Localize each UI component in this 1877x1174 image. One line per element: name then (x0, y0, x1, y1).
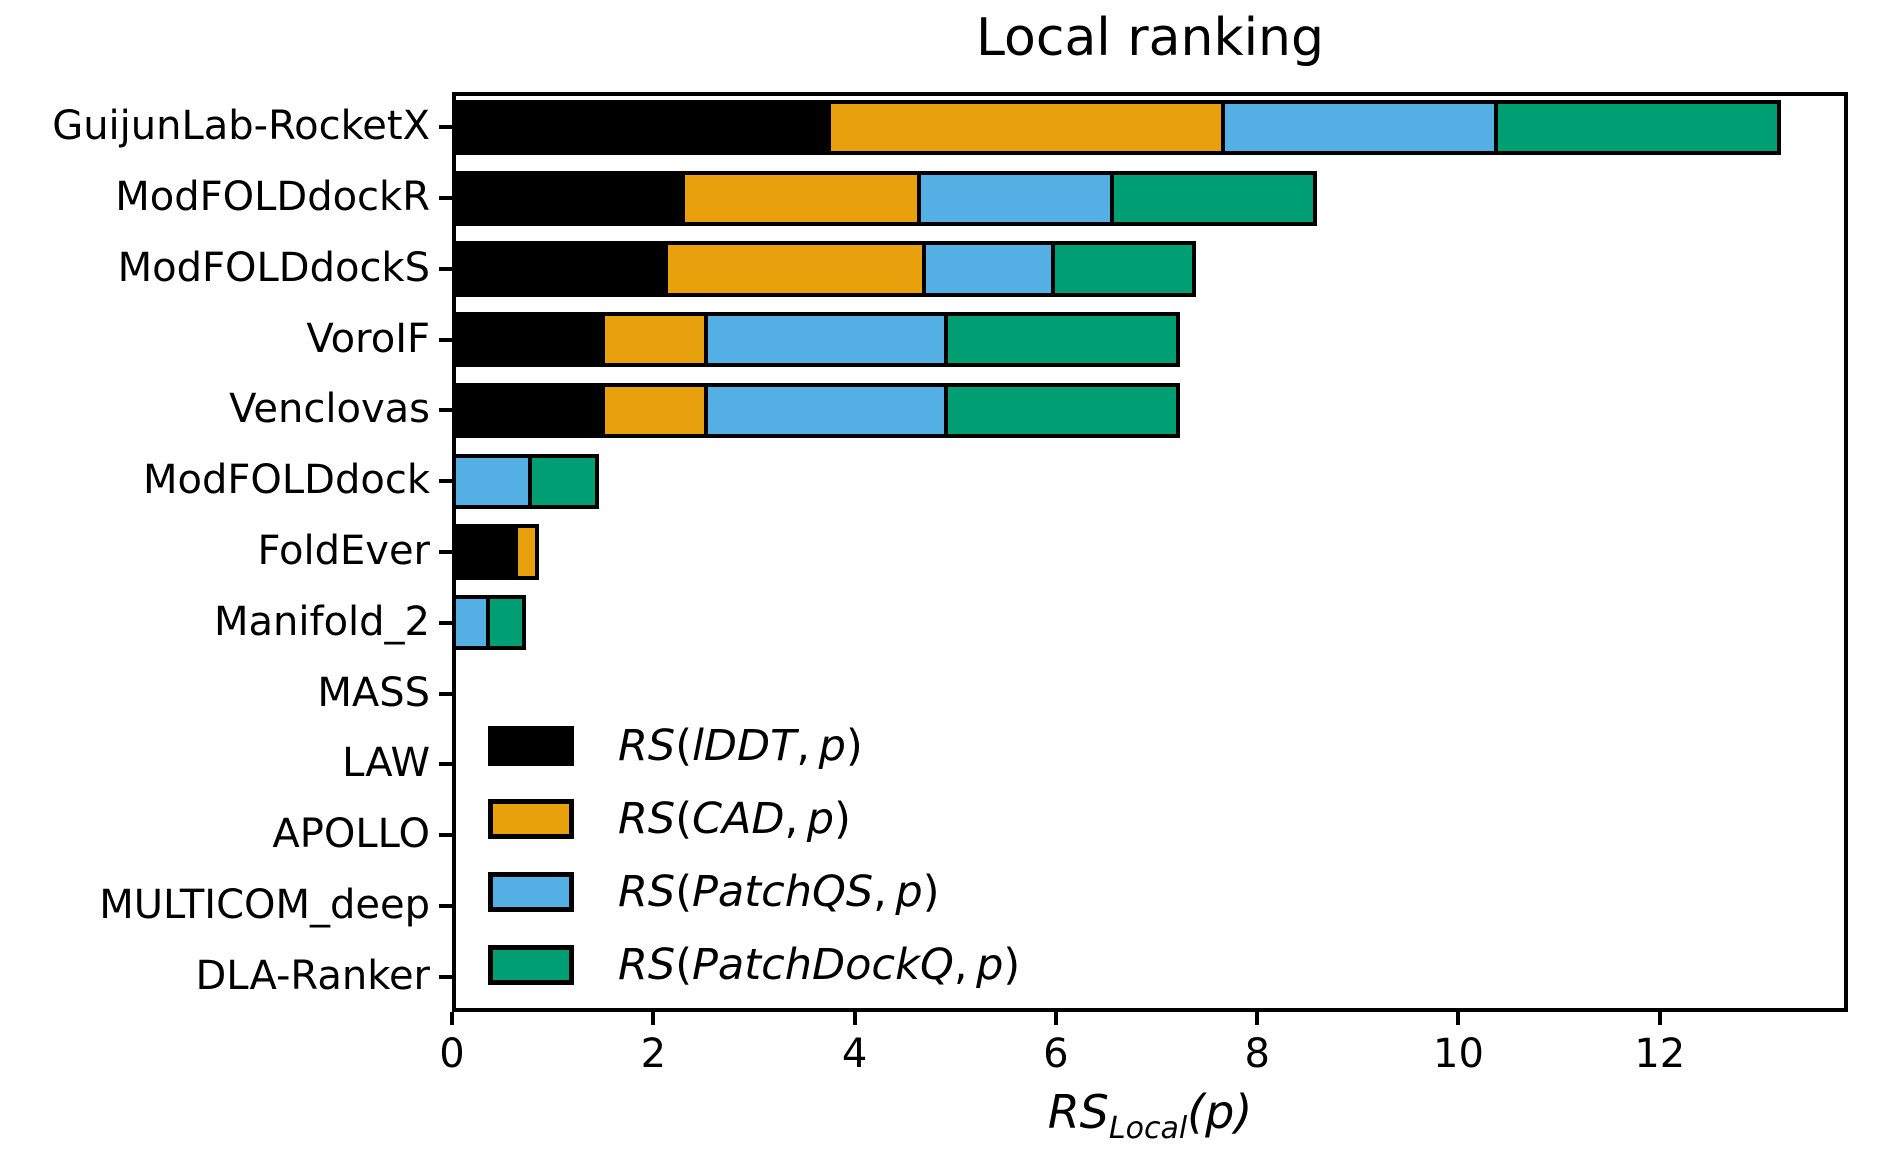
x-tick-mark (651, 1012, 656, 1025)
bar-segment[interactable] (681, 170, 921, 226)
y-tick-label-manifold-2: Manifold_2 (214, 598, 430, 645)
x-tick-label: 6 (1043, 1031, 1069, 1077)
y-tick-label-modfolddockr: ModFOLDdockR (115, 174, 430, 221)
y-tick-label-mass: MASS (317, 669, 430, 716)
y-tick-mark (439, 974, 452, 979)
y-tick-mark (439, 125, 452, 130)
y-tick-label-apollo: APOLLO (272, 811, 430, 858)
bar-row[interactable] (0, 170, 1877, 226)
x-tick-mark (1456, 1012, 1461, 1025)
bar-segment[interactable] (1220, 99, 1498, 155)
y-tick-mark (439, 550, 452, 554)
y-tick-label-guijunlab-rocketx: GuijunLab-RocketX (52, 103, 430, 150)
y-tick-mark (439, 620, 452, 625)
y-tick-mark (439, 833, 452, 838)
bar-segment[interactable] (601, 382, 709, 439)
x-axis-label-sub: Local (1108, 1111, 1188, 1147)
x-tick-label: 4 (841, 1031, 868, 1077)
bar-row[interactable] (0, 241, 1877, 297)
bar-segment[interactable] (452, 453, 533, 509)
bar-row[interactable] (0, 595, 1877, 651)
legend-label: RS(CAD, p) (618, 794, 851, 844)
x-tick-label: 0 (439, 1031, 465, 1077)
bar-segment[interactable] (486, 595, 527, 651)
y-tick-label-modfolddocks: ModFOLDdockS (117, 244, 430, 291)
legend-swatch (488, 799, 574, 839)
bar-segment[interactable] (452, 241, 669, 297)
y-tick-mark (439, 266, 452, 271)
x-tick-label: 10 (1433, 1031, 1484, 1077)
bar-track (452, 595, 527, 651)
bar-segment[interactable] (944, 382, 1180, 439)
y-tick-label-dla-ranker: DLA-Ranker (195, 952, 431, 999)
bar-row[interactable] (0, 382, 1877, 439)
bar-segment[interactable] (452, 382, 606, 439)
bar-track (452, 382, 1180, 439)
bar-segment[interactable] (664, 241, 926, 297)
bar-segment[interactable] (916, 170, 1115, 226)
x-axis-label: RSLocal(p) (452, 1085, 1848, 1156)
x-tick-label: 8 (1244, 1031, 1270, 1077)
x-tick-mark (1053, 1012, 1058, 1025)
legend-swatch (488, 726, 574, 766)
bar-segment[interactable] (528, 453, 599, 509)
y-tick-mark (439, 337, 452, 342)
bar-track (452, 524, 539, 580)
y-tick-label-foldever: FoldEver (257, 528, 430, 574)
bar-track (452, 99, 1781, 155)
y-tick-mark (439, 196, 452, 201)
bar-row[interactable] (0, 99, 1877, 155)
legend-label: RS(lDDT, p) (618, 721, 863, 771)
bar-track (452, 170, 1317, 226)
y-tick-label-modfolddock: ModFOLDdock (143, 457, 430, 504)
y-tick-label-multicom-deep: MULTICOM_deep (99, 881, 430, 928)
bar-segment[interactable] (452, 312, 606, 368)
y-tick-mark (439, 691, 452, 696)
bar-segment[interactable] (1110, 170, 1317, 226)
bar-segment[interactable] (601, 312, 709, 368)
bar-segment[interactable] (514, 524, 539, 580)
legend-label: RS(PatchQS, p) (618, 867, 940, 917)
bar-segment[interactable] (704, 312, 949, 368)
bar-track (452, 241, 1196, 297)
bar-row[interactable] (0, 312, 1877, 368)
y-tick-label-law: LAW (342, 740, 430, 787)
bar-row[interactable] (0, 524, 1877, 580)
bar-track (452, 453, 599, 509)
bar-segment[interactable] (827, 99, 1225, 155)
x-tick-mark (450, 1012, 454, 1025)
bar-segment[interactable] (1493, 99, 1781, 155)
y-tick-mark (439, 479, 452, 484)
bar-segment[interactable] (452, 524, 519, 580)
legend-label: RS(PatchDockQ, p) (618, 940, 1021, 990)
x-tick-mark (1657, 1012, 1662, 1025)
bar-segment[interactable] (452, 595, 491, 651)
y-tick-label-voroif: VoroIF (306, 315, 430, 362)
bar-segment[interactable] (452, 99, 832, 155)
bar-segment[interactable] (1050, 241, 1196, 297)
x-tick-mark (1255, 1012, 1260, 1025)
y-tick-label-venclovas: Venclovas (229, 386, 430, 433)
y-tick-mark (439, 762, 452, 767)
legend-swatch (488, 945, 574, 985)
bar-track (452, 312, 1180, 368)
bar-segment[interactable] (944, 312, 1180, 368)
x-tick-mark (852, 1012, 857, 1025)
bar-segment[interactable] (921, 241, 1055, 297)
bar-segment[interactable] (452, 170, 686, 226)
y-tick-mark (439, 408, 452, 413)
x-tick-label: 12 (1634, 1031, 1686, 1077)
legend-swatch (488, 872, 574, 912)
y-tick-mark (439, 903, 452, 908)
page-title: Local ranking (975, 8, 1325, 68)
bar-segment[interactable] (704, 382, 949, 439)
x-tick-label: 2 (640, 1031, 667, 1077)
x-axis-label-tail: (p) (1187, 1085, 1253, 1139)
x-axis-label-main: RS (1047, 1085, 1109, 1139)
bar-row[interactable] (0, 453, 1877, 509)
